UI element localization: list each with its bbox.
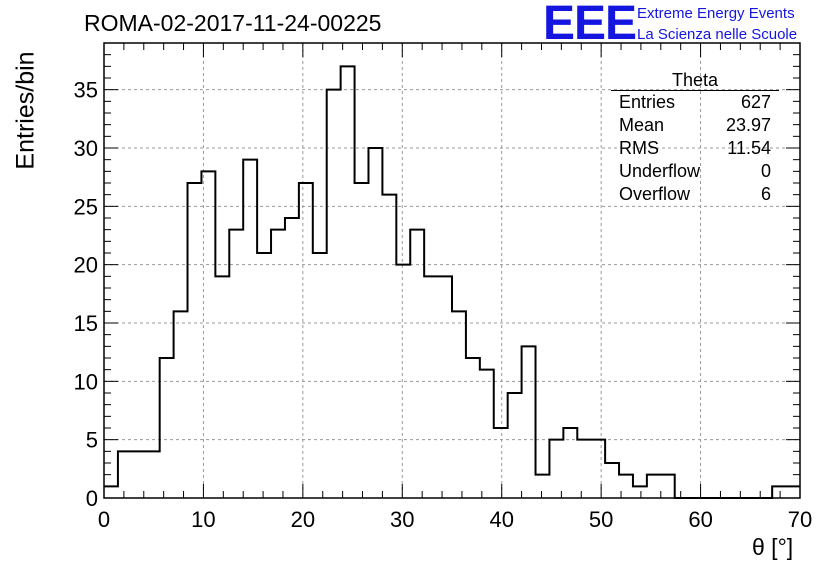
logo-line-1: Extreme Energy Events <box>637 5 795 22</box>
stats-value: 6 <box>760 184 771 204</box>
x-tick-label: 0 <box>98 507 110 532</box>
x-tick-label: 40 <box>489 507 513 532</box>
stats-box: Theta Entries 627 Mean 23.97 RMS 11.54 U… <box>611 70 779 206</box>
stats-label: Overflow <box>619 184 691 204</box>
x-tick-label: 50 <box>589 507 613 532</box>
stats-row-rms: RMS 11.54 <box>611 137 779 160</box>
stats-label: Entries <box>619 92 676 112</box>
stats-value: 11.54 <box>727 138 771 158</box>
stats-title: Theta <box>611 70 779 91</box>
histogram-series <box>104 65 800 499</box>
y-tick-label: 0 <box>86 486 98 511</box>
x-tick-label: 60 <box>688 507 712 532</box>
y-axis-label: Entries/bin <box>11 51 40 170</box>
stats-value: 0 <box>760 161 771 181</box>
stats-row-mean: Mean 23.97 <box>611 114 779 137</box>
stats-value: 23.97 <box>725 115 771 135</box>
x-tick-label: 30 <box>390 507 414 532</box>
y-tick-label: 35 <box>74 78 98 103</box>
y-tick-label: 5 <box>86 428 98 453</box>
stats-label: RMS <box>619 138 659 158</box>
stats-value: 627 <box>740 92 771 112</box>
y-tick-label: 25 <box>74 194 98 219</box>
x-tick-label: 70 <box>788 507 812 532</box>
stats-label: Underflow <box>619 161 701 181</box>
y-tick-label: 10 <box>74 369 98 394</box>
x-tick-label: 10 <box>191 507 215 532</box>
y-tick-label: 15 <box>74 311 98 336</box>
x-axis-label: θ [°] <box>752 534 794 560</box>
stats-row-overflow: Overflow 6 <box>611 183 779 206</box>
stats-label: Mean <box>619 115 665 135</box>
chart-title: ROMA-02-2017-11-24-00225 <box>84 10 382 36</box>
stats-row-underflow: Underflow 0 <box>611 160 779 183</box>
y-tick-label: 30 <box>74 136 98 161</box>
eee-logo: EEE <box>543 0 637 50</box>
plot-frame <box>103 42 801 499</box>
stats-row-entries: Entries 627 <box>611 91 779 114</box>
y-tick-label: 20 <box>74 253 98 278</box>
logo-line-2: La Scienza nelle Scuole <box>637 26 798 43</box>
x-tick-label: 20 <box>291 507 315 532</box>
